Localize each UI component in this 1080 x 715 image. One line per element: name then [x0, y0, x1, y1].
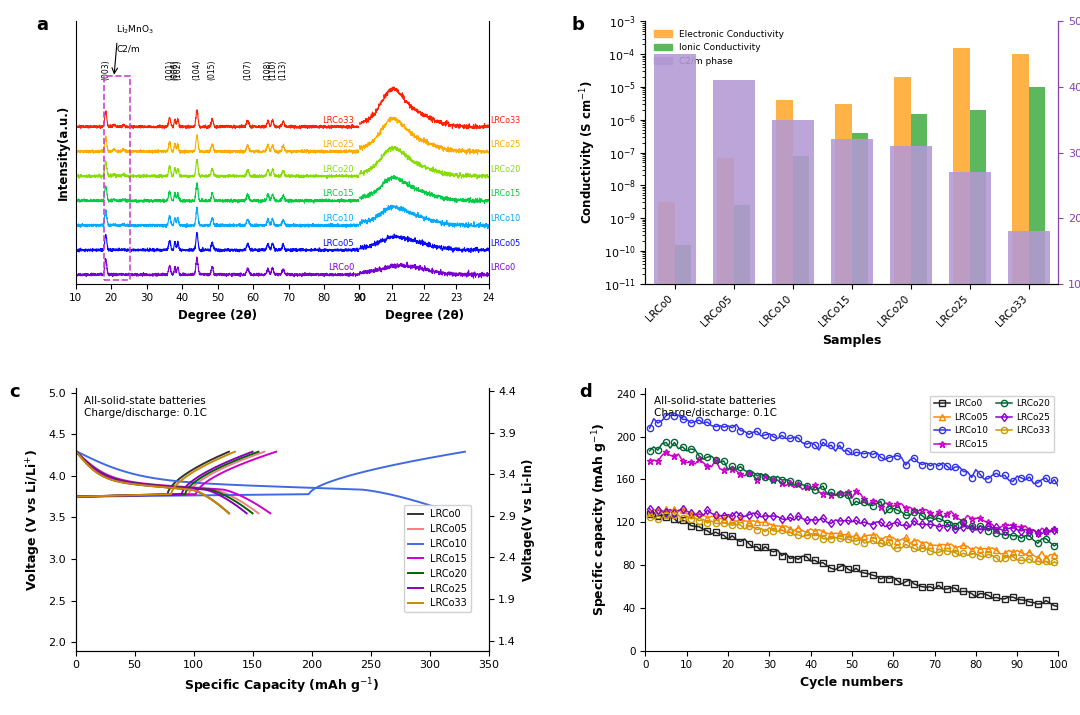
X-axis label: Degree (2θ): Degree (2θ) — [384, 309, 463, 322]
Bar — [653, 54, 697, 349]
Text: LRCo25: LRCo25 — [323, 140, 354, 149]
Bar — [104, 77, 130, 280]
Text: LRCo20: LRCo20 — [490, 165, 521, 174]
Bar — [734, 205, 751, 715]
Text: d: d — [579, 383, 592, 401]
Bar — [894, 77, 910, 715]
Text: (108): (108) — [264, 59, 272, 79]
Text: LRCo0: LRCo0 — [328, 263, 354, 272]
Text: LRCo10: LRCo10 — [323, 214, 354, 223]
Text: LRCo15: LRCo15 — [490, 189, 521, 199]
Legend: Electronic Conductivity, Ionic Conductivity, C2/m phase: Electronic Conductivity, Ionic Conductiv… — [650, 26, 787, 69]
Y-axis label: Voltage(V vs Li-In): Voltage(V vs Li-In) — [522, 458, 535, 581]
Text: LRCo25: LRCo25 — [490, 140, 521, 149]
Text: (110): (110) — [268, 59, 278, 79]
Bar — [948, 172, 991, 349]
Text: LRCo33: LRCo33 — [490, 116, 521, 124]
Bar — [713, 81, 755, 349]
Text: (113): (113) — [279, 59, 287, 79]
Bar — [831, 139, 873, 349]
Text: LRCo05: LRCo05 — [490, 239, 521, 248]
Legend: LRCo0, LRCo05, LRCo10, LRCo15, LRCo20, LRCo25, LRCo33: LRCo0, LRCo05, LRCo10, LRCo15, LRCo20, L… — [930, 395, 1054, 453]
Text: C2/m: C2/m — [117, 45, 140, 54]
Text: Li$_2$MnO$_3$: Li$_2$MnO$_3$ — [117, 24, 154, 36]
Y-axis label: Specific capacity (mAh g$^{-1}$): Specific capacity (mAh g$^{-1}$) — [591, 423, 610, 616]
Text: LRCo33: LRCo33 — [322, 116, 354, 124]
Text: LRCo10: LRCo10 — [490, 214, 521, 223]
Bar — [890, 146, 932, 349]
Bar — [659, 202, 675, 715]
Y-axis label: Conductivity (S cm$^{-1}$): Conductivity (S cm$^{-1}$) — [579, 81, 598, 225]
Text: (101): (101) — [165, 59, 174, 79]
Bar — [777, 100, 793, 715]
Text: a: a — [36, 16, 48, 34]
Text: (015): (015) — [207, 59, 217, 79]
Bar — [717, 157, 734, 715]
Text: (003): (003) — [102, 59, 110, 79]
Bar — [970, 110, 986, 715]
Text: b: b — [571, 16, 584, 34]
Bar — [793, 156, 809, 715]
Bar — [1029, 87, 1045, 715]
Text: (006): (006) — [171, 59, 179, 79]
Y-axis label: Intensity(a.u.): Intensity(a.u.) — [57, 105, 70, 200]
Text: All-solid-state batteries
Charge/discharge: 0.1C: All-solid-state batteries Charge/dischar… — [84, 396, 207, 418]
X-axis label: Degree (2θ): Degree (2θ) — [178, 309, 257, 322]
X-axis label: Samples: Samples — [822, 334, 881, 347]
Text: (107): (107) — [243, 59, 253, 79]
Legend: LRCo0, LRCo05, LRCo10, LRCo15, LRCo20, LRCo25, LRCo33: LRCo0, LRCo05, LRCo10, LRCo15, LRCo20, L… — [404, 506, 471, 612]
Text: All-solid-state batteries
Charge/discharge: 0.1C: All-solid-state batteries Charge/dischar… — [653, 396, 777, 418]
Text: LRCo0: LRCo0 — [490, 263, 515, 272]
Bar — [836, 104, 852, 715]
Text: (102): (102) — [173, 59, 183, 79]
Y-axis label: Voltage (V vs Li/Li$^{+}$): Voltage (V vs Li/Li$^{+}$) — [24, 448, 42, 591]
X-axis label: Cycle numbers: Cycle numbers — [800, 676, 904, 689]
Text: (104): (104) — [192, 59, 202, 79]
Text: c: c — [10, 383, 21, 401]
Text: LRCo20: LRCo20 — [323, 165, 354, 174]
Bar — [954, 49, 970, 715]
Text: LRCo15: LRCo15 — [323, 189, 354, 199]
Bar — [1008, 231, 1050, 349]
Bar — [1012, 54, 1029, 715]
X-axis label: Specific Capacity (mAh g$^{-1}$): Specific Capacity (mAh g$^{-1}$) — [185, 676, 380, 696]
Bar — [772, 120, 814, 349]
Bar — [852, 133, 868, 715]
Bar — [910, 114, 928, 715]
Text: LRCo05: LRCo05 — [323, 239, 354, 248]
Bar — [675, 245, 691, 715]
